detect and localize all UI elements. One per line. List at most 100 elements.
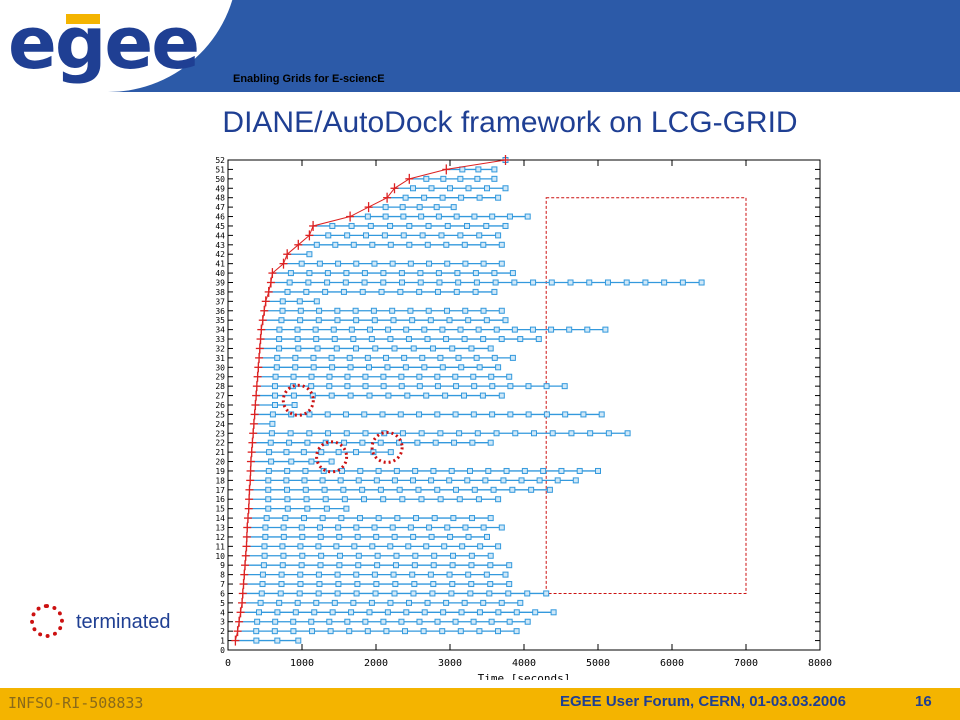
task-box	[279, 562, 286, 569]
task-box	[511, 279, 518, 286]
highlight-region	[545, 197, 747, 594]
task-box	[503, 467, 510, 474]
task-box	[421, 364, 428, 371]
task-box	[296, 298, 303, 305]
task-box	[263, 515, 270, 522]
task-box	[430, 467, 437, 474]
task-box	[442, 392, 449, 399]
task-box	[487, 439, 494, 446]
worker-series-13	[243, 522, 505, 533]
task-box	[489, 213, 496, 220]
task-box	[455, 354, 462, 361]
footer-bar: INFSO-RI-508833 EGEE User Forum, CERN, 0…	[0, 688, 960, 720]
task-box	[302, 486, 309, 493]
task-box	[459, 166, 466, 173]
y-tick-label: 34	[215, 326, 225, 335]
task-box	[554, 477, 561, 484]
worker-series-44	[305, 230, 502, 241]
task-box	[453, 213, 460, 220]
task-box	[513, 609, 520, 616]
task-box	[350, 241, 357, 248]
task-box	[304, 505, 311, 512]
task-box	[465, 571, 472, 578]
task-box	[300, 515, 307, 522]
worker-series-6	[238, 588, 550, 599]
task-box	[327, 628, 334, 635]
task-box	[337, 477, 344, 484]
task-box	[262, 533, 269, 540]
task-box	[343, 430, 350, 437]
task-box	[415, 486, 422, 493]
worker-series-33	[256, 334, 542, 345]
task-box	[265, 486, 272, 493]
task-box	[306, 430, 313, 437]
task-box	[299, 552, 306, 559]
task-box	[418, 213, 425, 220]
task-box	[528, 486, 535, 493]
task-box	[416, 204, 423, 211]
task-box	[300, 449, 307, 456]
task-box	[271, 383, 278, 390]
task-box	[340, 486, 347, 493]
task-box	[308, 458, 315, 465]
task-box	[455, 279, 462, 286]
task-box	[602, 326, 609, 333]
task-box	[524, 590, 531, 597]
task-box	[274, 637, 281, 644]
task-box	[543, 383, 550, 390]
task-box	[472, 270, 479, 277]
task-box	[456, 496, 463, 503]
y-tick-label: 52	[215, 156, 225, 165]
task-box	[473, 354, 480, 361]
task-box	[587, 430, 594, 437]
task-box	[410, 477, 416, 484]
task-box	[427, 317, 434, 324]
y-tick-label: 50	[215, 175, 225, 184]
task-box	[371, 524, 378, 531]
task-box	[462, 260, 469, 267]
task-box	[338, 467, 345, 474]
task-box	[464, 222, 471, 229]
y-tick-label: 14	[215, 514, 225, 523]
y-tick-label: 7	[220, 580, 225, 589]
task-box	[298, 524, 305, 531]
task-box	[476, 364, 483, 371]
task-box	[435, 270, 442, 277]
task-box	[454, 270, 461, 277]
task-box	[506, 373, 513, 380]
task-box	[453, 486, 460, 493]
task-box	[488, 618, 495, 625]
task-box	[323, 505, 330, 512]
worker-series-36	[260, 305, 505, 316]
task-box	[502, 222, 509, 229]
task-box	[372, 590, 379, 597]
task-box	[421, 194, 428, 201]
task-box	[468, 552, 475, 559]
task-box	[586, 279, 593, 286]
page-number: 16	[915, 693, 932, 710]
task-box	[584, 326, 591, 333]
task-box	[385, 326, 392, 333]
task-box	[498, 599, 505, 606]
task-box	[410, 185, 416, 192]
task-box	[461, 392, 468, 399]
task-box	[420, 628, 427, 635]
task-box	[322, 288, 329, 295]
task-box	[303, 288, 310, 295]
task-box	[382, 354, 389, 361]
task-box	[357, 515, 364, 522]
y-tick-label: 31	[215, 354, 225, 363]
task-box	[406, 222, 413, 229]
task-box	[428, 477, 435, 484]
task-box	[502, 571, 509, 578]
task-box	[334, 571, 341, 578]
y-tick-label: 44	[215, 231, 225, 240]
task-box	[498, 241, 505, 248]
task-box	[346, 354, 353, 361]
task-box	[495, 609, 502, 616]
task-box	[391, 345, 398, 352]
task-box	[284, 505, 291, 512]
task-box	[399, 496, 406, 503]
task-box	[308, 383, 315, 390]
task-box	[502, 317, 509, 324]
